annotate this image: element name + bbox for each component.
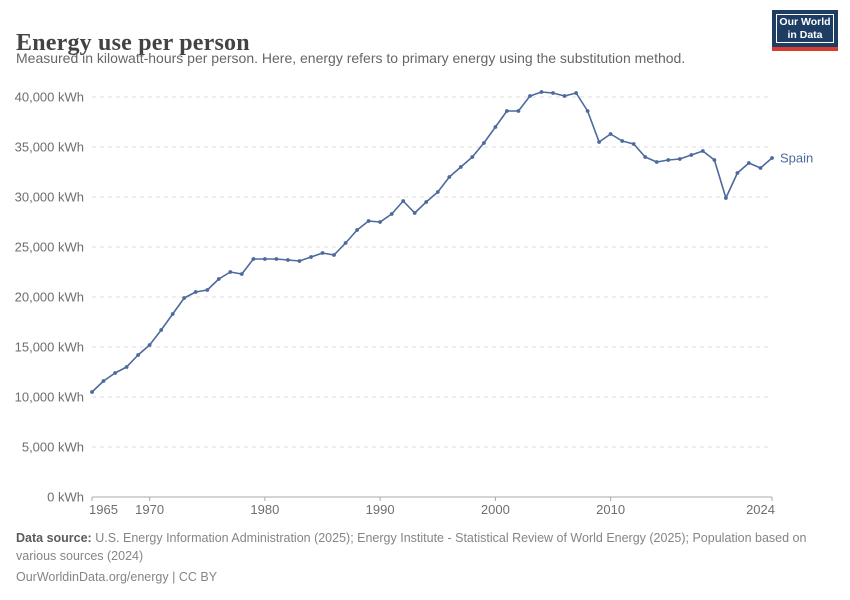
y-tick-label: 25,000 kWh — [15, 240, 84, 255]
data-point — [401, 199, 406, 203]
data-point — [228, 270, 233, 274]
data-point — [505, 109, 509, 113]
x-tick-label: 1970 — [135, 502, 164, 517]
data-point — [700, 149, 705, 153]
y-tick-label: 20,000 kWh — [15, 290, 84, 305]
y-tick-label: 5,000 kWh — [22, 440, 84, 455]
x-tick-label: 2024 — [746, 502, 775, 517]
chart-canvas[interactable]: 0 kWh 5,000 kWh 10,000 kWh 15,000 kWh 20,000… — [0, 80, 850, 530]
x-tick-label: 1965 — [89, 502, 118, 517]
data-point — [332, 253, 336, 257]
data-point — [620, 139, 625, 143]
data-point — [758, 166, 763, 170]
page-title: Energy use per person — [16, 30, 250, 57]
x-tick-label: 1990 — [366, 502, 395, 517]
x-tick-label: 1980 — [250, 502, 279, 517]
data-line-spain — [91, 91, 773, 393]
data-point — [724, 196, 728, 200]
y-tick-label: 30,000 kWh — [15, 190, 84, 205]
data-point — [608, 132, 613, 136]
data-point — [654, 160, 659, 164]
data-source-note: Data source: U.S. Energy Information Adm… — [16, 529, 822, 565]
data-point — [251, 257, 256, 261]
data-point — [90, 390, 94, 394]
data-point — [263, 257, 267, 261]
data-point — [389, 212, 394, 216]
data-point — [159, 328, 164, 332]
y-tick-label: 0 kWh — [47, 490, 84, 505]
data-point — [470, 155, 475, 159]
owid-logo[interactable]: Our World in Data — [772, 10, 838, 51]
data-point — [574, 91, 578, 95]
data-point — [689, 153, 694, 157]
data-point — [435, 190, 440, 194]
data-point — [747, 161, 751, 165]
data-point — [297, 259, 302, 263]
owid-url-link[interactable]: OurWorldinData.org/energy — [16, 570, 169, 585]
data-point — [205, 288, 210, 292]
y-tick-label: 15,000 kWh — [15, 340, 84, 355]
y-tick-label: 35,000 kWh — [15, 140, 84, 155]
data-point — [193, 290, 198, 294]
data-point — [320, 251, 325, 255]
data-point — [274, 257, 279, 261]
data-point — [597, 140, 601, 144]
footer-links: OurWorldinData.org/energy | CC BY — [16, 568, 822, 586]
y-tick-label: 40,000 kWh — [15, 90, 84, 105]
data-point — [770, 156, 774, 160]
data-point — [412, 211, 417, 215]
data-point — [458, 165, 463, 169]
data-point — [712, 158, 717, 162]
data-point — [551, 91, 555, 95]
data-point — [239, 272, 244, 276]
owid-logo-text: Our World in Data — [776, 14, 834, 43]
data-point — [170, 312, 175, 316]
data-point — [147, 343, 152, 347]
data-point — [343, 241, 348, 245]
data-point — [562, 94, 567, 98]
data-point — [516, 109, 521, 113]
data-point — [447, 175, 452, 179]
chart-subtitle: Measured in kilowatt-hours per person. H… — [16, 50, 686, 66]
data-point — [378, 220, 382, 224]
data-source-label: Data source: — [16, 531, 92, 545]
data-point — [539, 90, 544, 94]
data-point — [182, 296, 187, 300]
data-point — [101, 379, 106, 383]
data-point — [424, 200, 429, 204]
data-point — [355, 228, 359, 232]
data-source-text: U.S. Energy Information Administration (… — [16, 531, 807, 564]
series-label-spain: Spain — [780, 151, 813, 166]
data-point — [136, 353, 141, 357]
license-text: | CC BY — [172, 570, 218, 585]
data-point — [482, 141, 486, 145]
data-point — [309, 255, 313, 259]
data-point — [528, 94, 532, 98]
data-point — [493, 125, 498, 129]
data-point — [366, 219, 371, 223]
data-point — [643, 155, 648, 159]
data-point — [113, 371, 117, 375]
data-point — [216, 277, 221, 281]
chart-footer: Data source: U.S. Energy Information Adm… — [16, 529, 822, 586]
data-point — [677, 157, 682, 161]
data-point — [631, 142, 636, 146]
y-tick-label: 10,000 kWh — [15, 390, 84, 405]
data-point — [585, 109, 590, 113]
data-point — [286, 258, 290, 262]
x-tick-label: 2010 — [596, 502, 625, 517]
x-tick-label: 2000 — [481, 502, 510, 517]
data-point — [124, 365, 129, 369]
data-point — [666, 158, 671, 162]
data-point — [735, 171, 740, 175]
